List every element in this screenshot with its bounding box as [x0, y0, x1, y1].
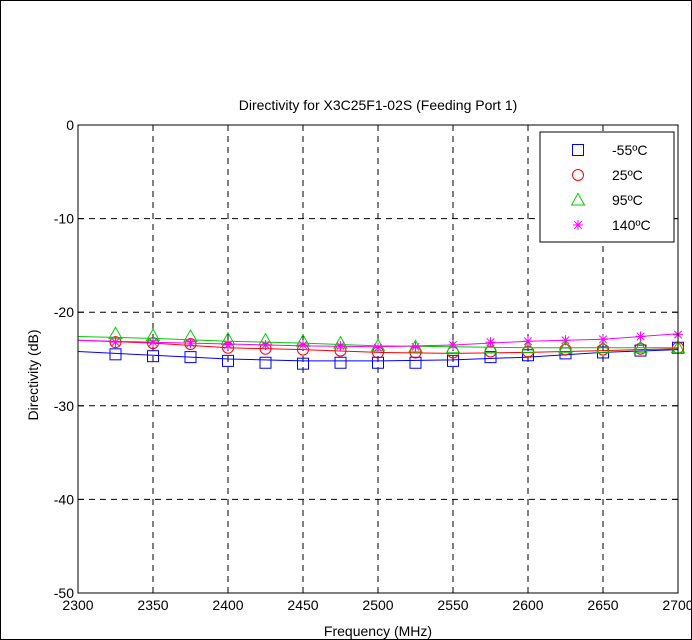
- data-point: [222, 354, 234, 367]
- data-point: [223, 339, 233, 350]
- data-point: [522, 349, 534, 362]
- data-point: [372, 356, 384, 369]
- x-tick-label: 2550: [437, 597, 468, 613]
- x-tick-label: 2400: [212, 597, 243, 613]
- data-point: [559, 343, 572, 356]
- x-tick-label: 2650: [587, 597, 618, 613]
- x-tick-label: 2350: [137, 597, 168, 613]
- legend-marker: [570, 192, 586, 206]
- legend-label: 95ºC: [612, 192, 643, 208]
- data-point: [373, 342, 383, 353]
- data-point: [595, 340, 611, 354]
- chart-title: Directivity for X3C25F1-02S (Feeding Por…: [239, 97, 518, 113]
- legend-label: 140ºC: [612, 217, 651, 233]
- data-point: [260, 339, 271, 350]
- data-point: [448, 339, 458, 350]
- data-point: [109, 348, 122, 361]
- data-point: [410, 341, 421, 352]
- y-tick-label: -50: [54, 585, 74, 601]
- data-point: [147, 350, 159, 363]
- data-point: [483, 340, 498, 354]
- series-0: [77, 341, 684, 370]
- axis-ticks: 2300 2350 2400 2450 2500 2550 2600 2650 2700 0 -10…: [54, 117, 692, 613]
- data-point: [560, 335, 571, 346]
- data-point: [185, 338, 196, 349]
- data-point: [259, 356, 272, 369]
- y-tick-label: -20: [54, 304, 74, 320]
- data-point: [447, 354, 459, 367]
- data-point: [558, 340, 573, 354]
- data-point: [484, 351, 497, 364]
- legend-marker: [573, 220, 583, 230]
- data-point: [634, 342, 647, 355]
- y-tick-label: 0: [66, 117, 74, 133]
- y-axis-label: Directivity (dB): [25, 329, 41, 420]
- x-axis-label: Frequency (MHz): [324, 623, 432, 639]
- data-point: [184, 351, 197, 364]
- data-point: [520, 340, 536, 354]
- y-tick-label: -10: [54, 211, 74, 227]
- x-tick-label: 2600: [512, 597, 543, 613]
- data-point: [409, 356, 422, 369]
- legend-label: -55ºC: [612, 142, 647, 158]
- data-point: [297, 357, 309, 370]
- data-point: [109, 336, 122, 349]
- legend: -55ºC 25ºC 95ºC 140ºC: [539, 131, 675, 243]
- legend-box: [539, 131, 675, 243]
- x-tick-label: 2500: [362, 597, 393, 613]
- x-tick-label: 2300: [62, 597, 93, 613]
- series-line: [77, 349, 679, 362]
- data-point: [334, 356, 347, 369]
- data-point: [523, 336, 533, 347]
- x-tick-label: 2450: [287, 597, 318, 613]
- series-layer: [77, 326, 686, 370]
- data-point: [298, 339, 308, 350]
- data-point: [633, 340, 648, 354]
- data-point: [445, 340, 461, 354]
- series-3: [77, 329, 683, 353]
- data-point: [635, 331, 646, 342]
- data-point: [598, 334, 608, 345]
- legend-label: 25ºC: [612, 167, 643, 183]
- data-point: [148, 337, 158, 348]
- data-point: [485, 337, 496, 348]
- legend-marker: [572, 169, 584, 181]
- data-point: [335, 340, 346, 351]
- y-tick-label: -30: [54, 398, 74, 414]
- grid: [78, 125, 678, 593]
- data-point: [110, 337, 121, 348]
- legend-marker: [572, 144, 584, 156]
- x-tick-label: 2700: [662, 597, 692, 613]
- y-tick-label: -40: [54, 491, 74, 507]
